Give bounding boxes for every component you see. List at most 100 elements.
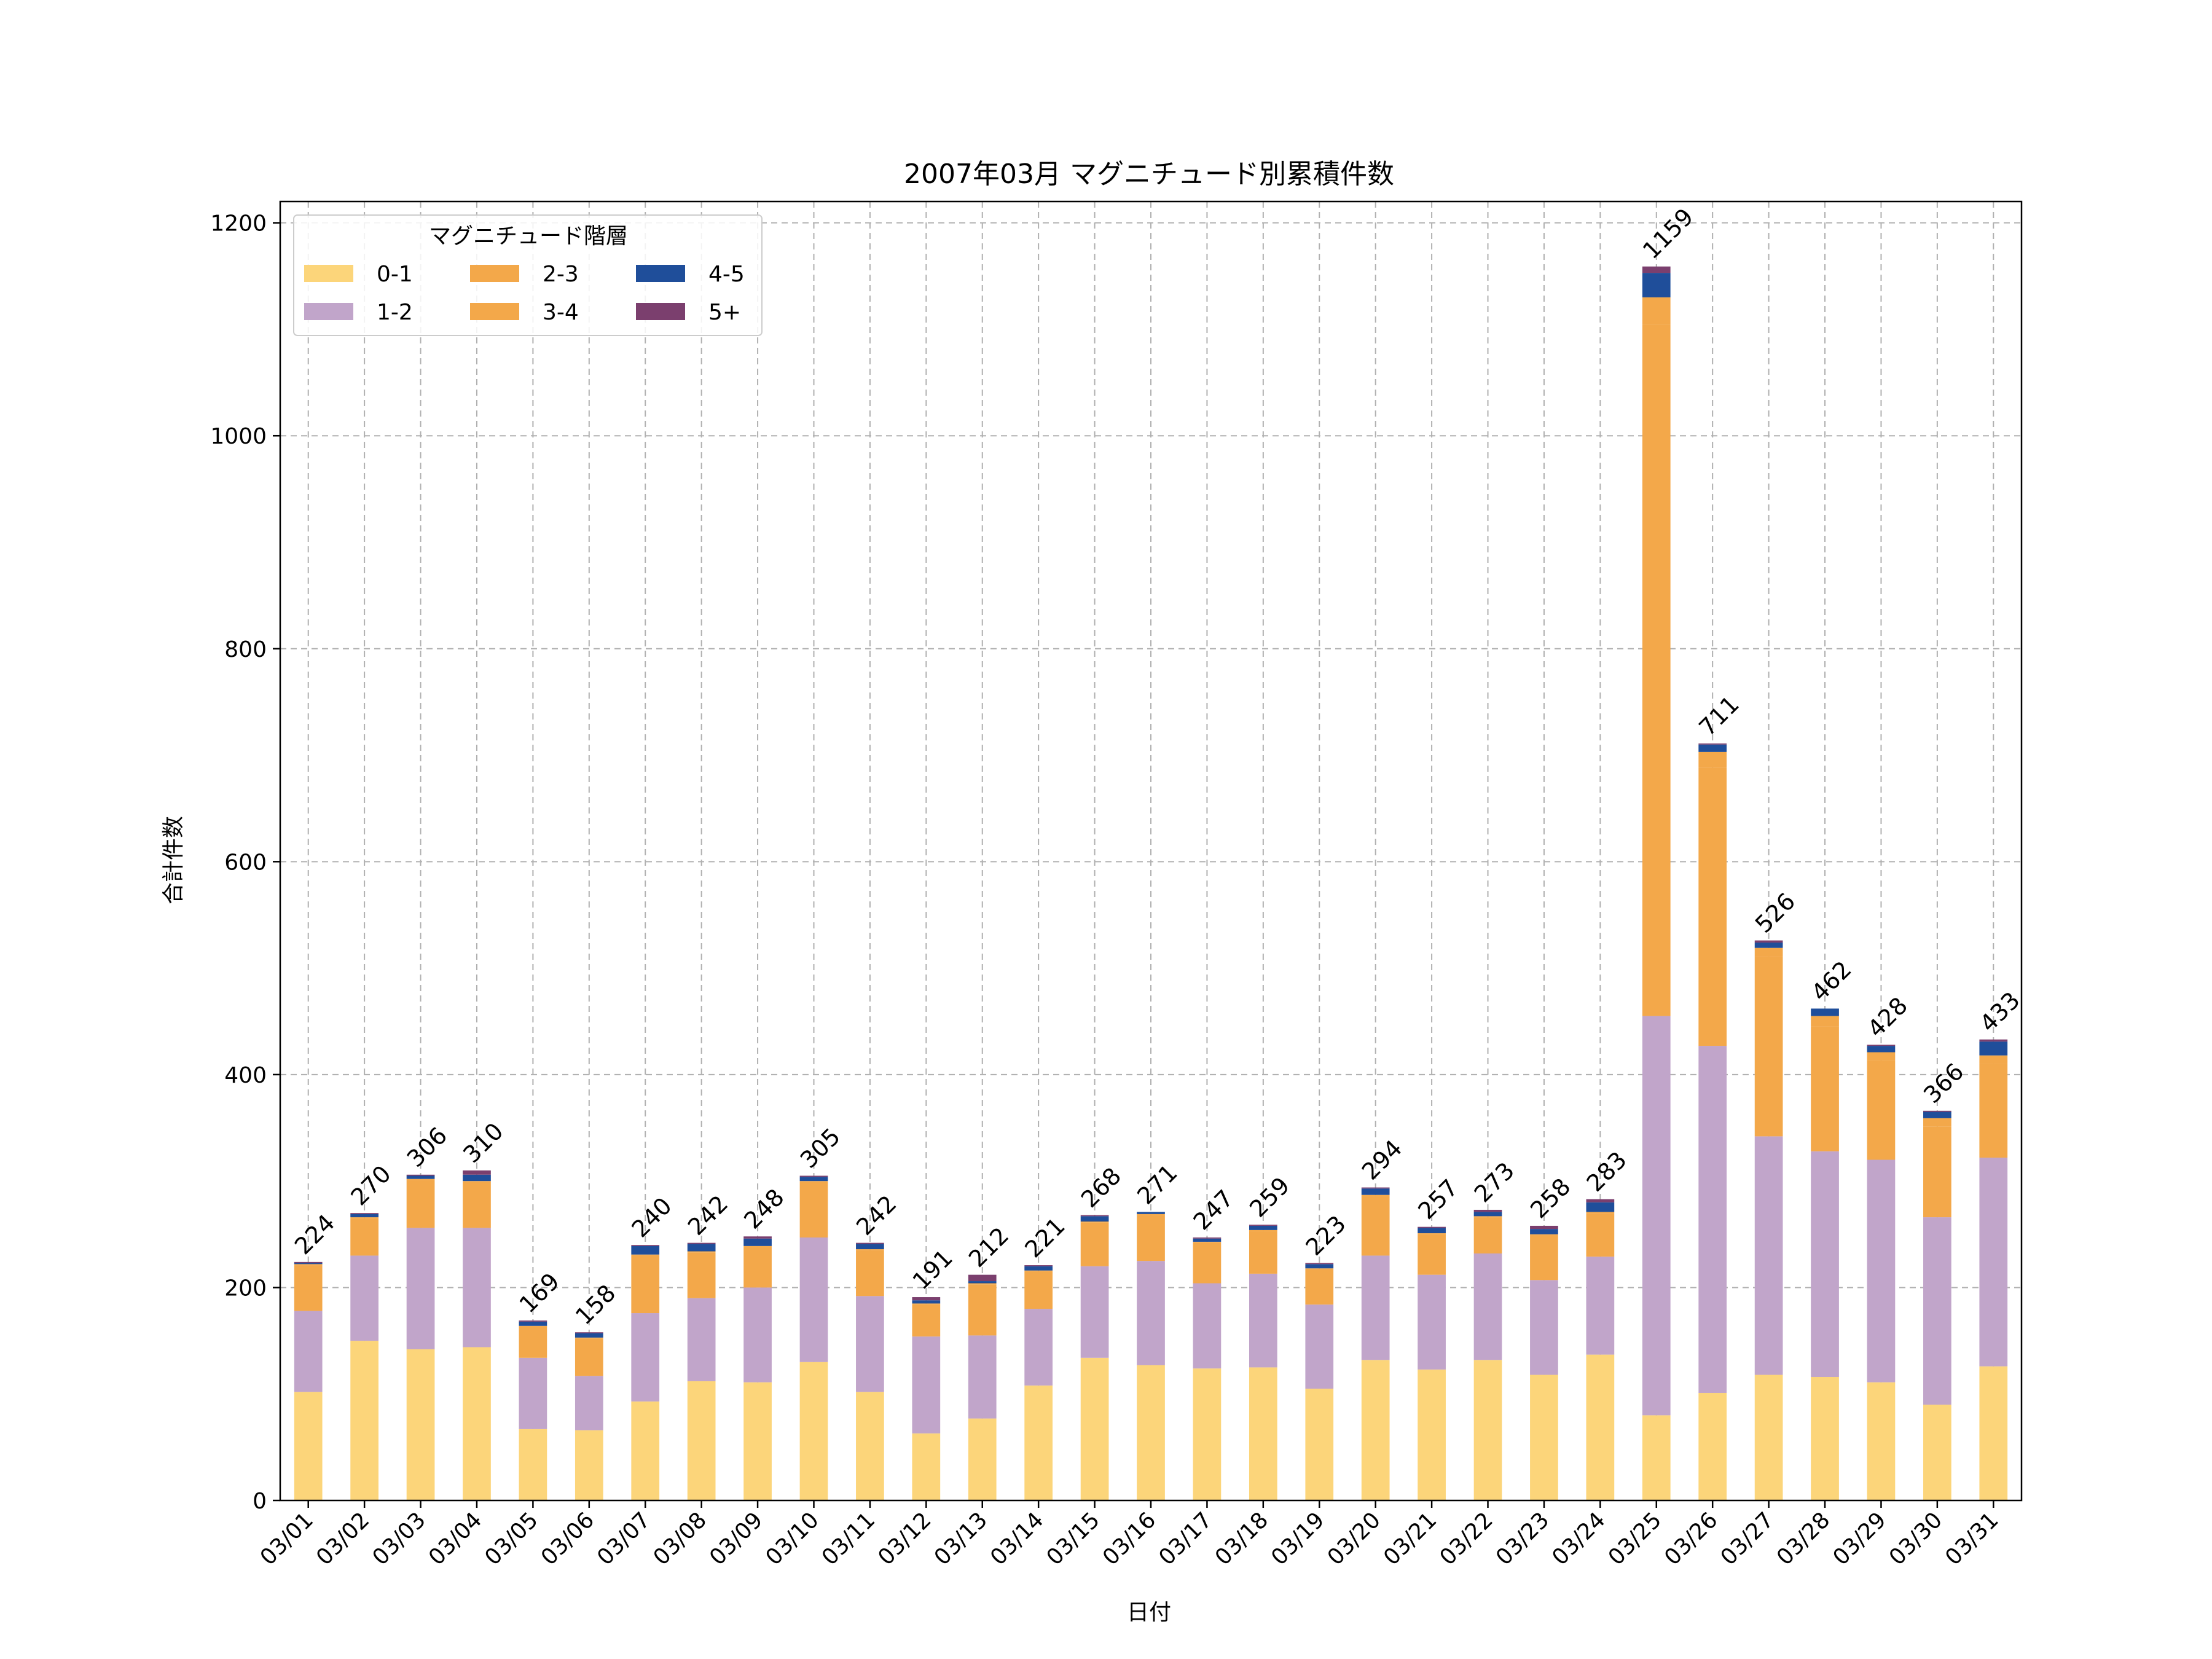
legend-title: マグニチュード階層	[429, 224, 628, 249]
bar-segment	[1586, 1212, 1615, 1214]
bar-segment	[575, 1337, 603, 1339]
legend-label: 5+	[708, 300, 741, 325]
bar-segment	[1867, 1045, 1896, 1046]
bar-segment	[968, 1418, 997, 1500]
bar-segment	[1811, 1016, 1839, 1027]
bar-segment	[350, 1213, 378, 1214]
bar-segment	[1642, 324, 1671, 1016]
bar-segment	[1473, 1212, 1502, 1217]
bar-segment	[1137, 1214, 1165, 1215]
bar-segment	[799, 1182, 828, 1238]
legend-swatch	[470, 303, 519, 320]
bar-segment	[1080, 1357, 1109, 1500]
y-tick-label: 1000	[210, 424, 267, 449]
bar-segment	[294, 1261, 323, 1263]
bar-segment	[1361, 1194, 1390, 1196]
bar-segment	[1418, 1226, 1446, 1228]
bar-segment	[912, 1297, 941, 1301]
legend-label: 1-2	[377, 300, 413, 325]
x-axis-title: 日付	[1127, 1600, 1171, 1625]
bar-segment	[968, 1284, 997, 1336]
bar-segment	[294, 1264, 323, 1266]
bar-segment	[1698, 1046, 1727, 1393]
bar-segment	[1530, 1225, 1558, 1230]
bar-segment	[406, 1175, 435, 1179]
bar-segment	[1586, 1202, 1615, 1212]
chart-title: 2007年03月 マグニチュード別累積件数	[904, 159, 1394, 190]
bar-segment	[743, 1236, 772, 1239]
bar-segment	[743, 1238, 772, 1246]
bar-segment	[1698, 1392, 1727, 1500]
bar-segment	[1418, 1233, 1446, 1234]
bar-segment	[1811, 1026, 1839, 1151]
bar-segment	[519, 1357, 547, 1429]
bar-segment	[406, 1174, 435, 1176]
bar-segment	[406, 1349, 435, 1500]
legend-label: 3-4	[543, 300, 579, 325]
bar-segment	[1698, 767, 1727, 1046]
legend-swatch	[636, 265, 685, 282]
bar-segment	[1193, 1242, 1222, 1284]
bar-segment	[1249, 1367, 1277, 1500]
bar-segment	[1249, 1273, 1277, 1368]
legend: マグニチュード階層 0-1 1-2 2-3 3-4 4-5 5+	[293, 214, 763, 336]
bar-segment	[1530, 1234, 1558, 1236]
bar-segment	[1473, 1216, 1502, 1218]
bar-segment	[1754, 1375, 1783, 1500]
bar-segment	[968, 1281, 997, 1284]
bar-segment	[799, 1237, 828, 1362]
bar-segment	[575, 1430, 603, 1500]
bar-segment	[1193, 1368, 1222, 1500]
bar-segment	[1473, 1209, 1502, 1212]
bar-segment	[1979, 1366, 2008, 1500]
bar-segment	[575, 1376, 603, 1430]
bar-segment	[1361, 1255, 1390, 1360]
bar-segment	[1530, 1375, 1558, 1500]
bar-segment	[1024, 1265, 1053, 1266]
bar-segment	[350, 1217, 378, 1218]
y-tick-label: 600	[224, 850, 267, 875]
legend-swatch	[304, 265, 353, 282]
bar-segment	[519, 1325, 547, 1327]
bar-segment	[1024, 1385, 1053, 1500]
bar-segment	[687, 1298, 716, 1381]
bar-segment	[687, 1242, 716, 1244]
bar-segment	[968, 1335, 997, 1419]
bar-segment	[1642, 266, 1671, 273]
y-tick-label: 0	[253, 1489, 267, 1514]
bar-segment	[687, 1381, 716, 1500]
bar-segment	[1193, 1238, 1222, 1242]
bar-segment	[631, 1245, 660, 1246]
bar-segment	[1137, 1261, 1165, 1365]
bar-segment	[1193, 1237, 1222, 1239]
bar-segment	[1979, 1158, 2008, 1367]
bar-segment	[350, 1214, 378, 1218]
bar-segment	[856, 1244, 884, 1250]
bar-segment	[1867, 1052, 1896, 1061]
bar-segment	[856, 1250, 884, 1296]
bar-segment	[1305, 1304, 1334, 1389]
bar-segment	[1305, 1389, 1334, 1500]
bar-segment	[1923, 1405, 1951, 1500]
bar-segment	[1586, 1257, 1615, 1355]
bar-segment	[1080, 1222, 1109, 1223]
bar-segment	[1530, 1229, 1558, 1234]
y-tick-label: 1200	[210, 211, 267, 237]
bar-segment	[519, 1327, 547, 1358]
bar-segment	[799, 1175, 828, 1177]
bar-segment	[912, 1303, 941, 1305]
bar-segment	[1193, 1241, 1222, 1243]
bar-segment	[1811, 1151, 1839, 1377]
bar-segment	[1754, 947, 1783, 957]
bar-segment	[1249, 1230, 1277, 1231]
bar-segment	[1249, 1225, 1277, 1230]
y-tick-label: 200	[224, 1276, 267, 1301]
bar-segment	[1473, 1217, 1502, 1253]
bar-segment	[575, 1333, 603, 1338]
bar-segment	[1867, 1159, 1896, 1382]
legend-swatch	[636, 303, 685, 320]
bar-segment	[294, 1311, 323, 1392]
bar-segment	[1361, 1188, 1390, 1195]
y-tick-label: 400	[224, 1063, 267, 1088]
